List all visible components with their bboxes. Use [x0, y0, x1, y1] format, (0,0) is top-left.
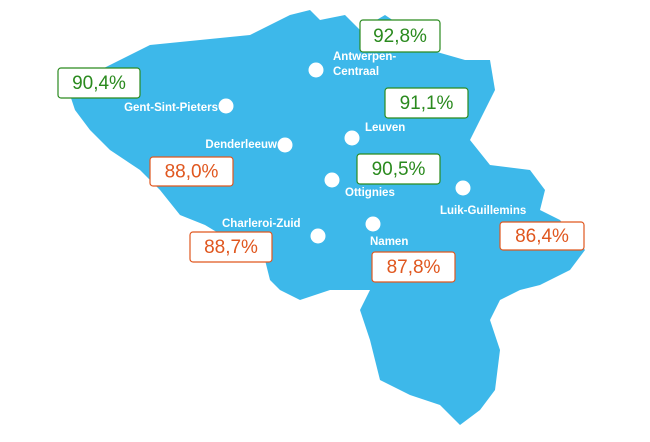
value-box — [356, 153, 441, 185]
station-dot — [344, 130, 360, 146]
station-name: Centraal — [333, 66, 379, 78]
belgium-shape — [70, 10, 585, 425]
station-dot — [218, 98, 234, 114]
station-name: Ottignies — [345, 187, 395, 199]
station-name: Luik-Guillemins — [440, 205, 526, 217]
value-label: 90,5% — [372, 159, 426, 180]
value-box — [384, 87, 469, 119]
station-name: Namen — [370, 236, 408, 248]
station-dot — [277, 137, 293, 153]
station-name: Antwerpen- — [333, 51, 396, 63]
station-dot — [324, 172, 340, 188]
value-label: 88,0% — [165, 162, 219, 183]
value-label: 91,1% — [400, 93, 454, 114]
station-dot — [365, 216, 381, 232]
value-label: 90,4% — [72, 73, 126, 94]
station-dot — [308, 62, 324, 78]
station-name: Charleroi-Zuid — [222, 218, 301, 230]
value-label: 86,4% — [515, 226, 569, 247]
value-box — [189, 231, 273, 263]
station-name: Gent-Sint-Pieters — [124, 102, 218, 114]
value-label: 87,8% — [387, 257, 441, 278]
value-box — [359, 19, 441, 53]
station-name: Leuven — [365, 122, 405, 134]
value-label: 92,8% — [373, 26, 427, 47]
value-box — [371, 251, 456, 283]
station-dot — [455, 180, 471, 196]
value-label: 88,7% — [204, 237, 258, 258]
value-box — [499, 221, 585, 251]
value-box — [57, 67, 141, 99]
station-dot — [310, 228, 326, 244]
value-box — [149, 156, 234, 187]
station-name: Denderleeuw — [205, 139, 277, 151]
